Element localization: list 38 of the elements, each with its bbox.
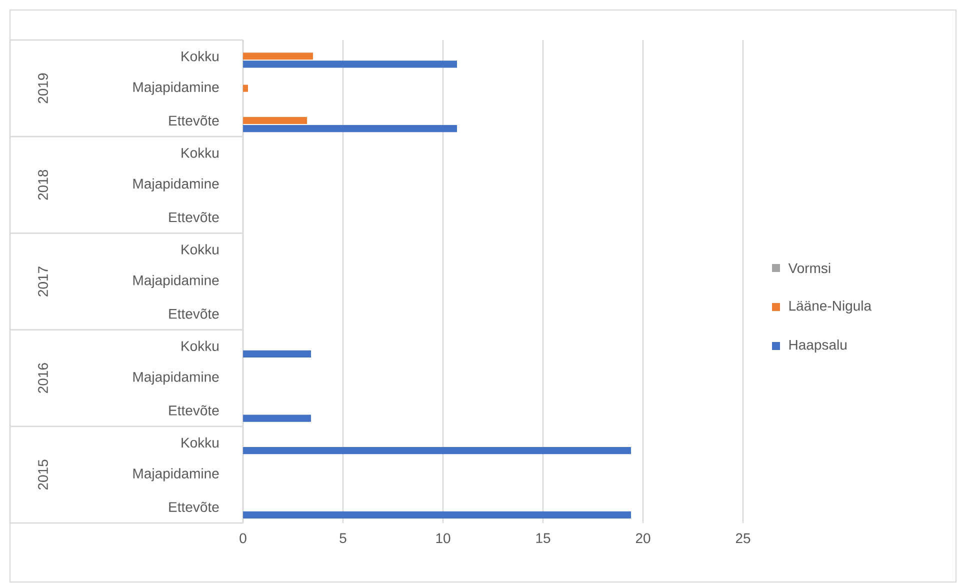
bar [243,84,248,92]
y-tick-label: Ettevõte [169,115,219,126]
text: 2016 [38,363,48,393]
y-tick-label: Ettevõte [169,405,219,416]
y-tick-label: Kokku [182,437,218,448]
x-tick-label: 20 [636,533,650,544]
bar [243,414,311,422]
x-tick-label: 10 [436,533,450,544]
y-tick-label: Majapidamine [133,274,219,288]
text: 2017 [38,266,48,296]
legend-label: Vormsi [788,262,830,274]
y-tick-label: Ettevõte [169,212,219,222]
bar [243,511,632,518]
x-tick-label: 0 [240,533,246,544]
y-tick-label: Majapidamine [133,178,219,192]
x-tick-label: 5 [340,533,346,544]
y-tick-label: Kokku [182,340,218,352]
y-tick-label: Majapidamine [133,372,219,385]
x-tick-label: 15 [536,533,550,544]
y-tick-label: Kokku [182,148,218,158]
y-tick-label: Ettevõte [169,308,219,319]
y-tick-label: Majapidamine [133,468,219,482]
y-tick-label: Kokku [182,50,218,62]
bar [243,116,307,124]
bar [243,60,457,68]
bar [243,125,457,132]
text: 2018 [38,170,48,200]
text: 2015 [38,460,48,490]
bar [243,447,632,454]
bar [243,350,311,358]
text: 2019 [38,73,48,104]
legend-label: Haapsalu [789,339,846,353]
legend-label: Lääne-Nigula [789,300,872,314]
x-tick-label: 25 [736,533,750,544]
y-tick-label: Kokku [182,244,218,254]
y-tick-label: Ettevõte [169,502,219,512]
bar [243,52,313,60]
y-tick-label: Majapidamine [133,82,219,95]
